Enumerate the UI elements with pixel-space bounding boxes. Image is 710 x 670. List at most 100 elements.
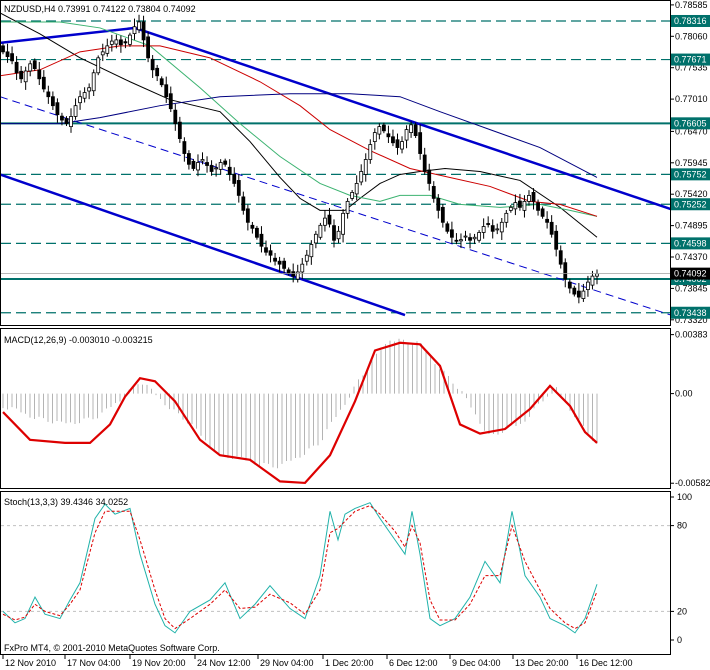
- candle: [187, 150, 191, 170]
- candle: [468, 233, 472, 249]
- candle: [554, 225, 559, 257]
- candle: [486, 216, 491, 228]
- candle: [391, 129, 395, 147]
- level-tag-label: 0.75752: [674, 169, 707, 179]
- candle-body: [427, 169, 432, 184]
- candle-body: [400, 141, 404, 150]
- level-tag-bg: [671, 168, 710, 181]
- candle: [481, 218, 486, 239]
- candle: [440, 204, 445, 228]
- candle-body: [440, 206, 445, 223]
- candle-body: [168, 93, 173, 110]
- candle-body: [518, 200, 522, 208]
- candle: [168, 86, 173, 113]
- candle: [427, 163, 432, 191]
- candle-body: [350, 192, 355, 199]
- candle: [28, 60, 33, 77]
- candle-body: [368, 144, 373, 160]
- candle-body: [64, 118, 69, 125]
- candle: [318, 222, 323, 240]
- candle: [549, 215, 554, 238]
- price-pane-frame[interactable]: [0, 0, 671, 326]
- level-tag-bg: [671, 53, 710, 66]
- candle: [277, 256, 282, 273]
- candle-body: [295, 271, 300, 280]
- candle-body: [277, 260, 282, 265]
- macd-tick-label: 0.00383: [675, 330, 708, 340]
- time-tick-label: 9 Dec 04:00: [452, 658, 501, 668]
- candle-body: [581, 290, 586, 299]
- stoch-pane-frame[interactable]: [0, 491, 671, 655]
- time-tick-label: 17 Nov 04:00: [67, 658, 121, 668]
- candle: [518, 193, 522, 211]
- candle-body: [150, 58, 155, 71]
- candle-body: [69, 116, 73, 128]
- candle: [32, 58, 37, 71]
- candle: [141, 15, 146, 48]
- candle: [508, 204, 513, 213]
- level-tag-label: 0.75252: [674, 199, 707, 209]
- candle: [223, 158, 228, 167]
- candle-body: [78, 96, 82, 104]
- candle: [445, 221, 450, 234]
- macd-tick-label: -0.00582: [675, 478, 710, 488]
- candle: [463, 230, 468, 241]
- candle: [527, 190, 531, 206]
- candle-body: [123, 41, 128, 44]
- candle: [282, 257, 287, 274]
- candle-body: [177, 121, 182, 139]
- candle: [572, 285, 577, 297]
- candle-body: [554, 230, 559, 250]
- candle: [19, 66, 24, 84]
- candle-body: [32, 60, 37, 69]
- level-price-tag: 0.76605: [671, 117, 710, 130]
- level-tag-bg: [671, 198, 710, 211]
- candle-body: [164, 84, 169, 98]
- candle: [78, 90, 82, 110]
- candle-body: [499, 221, 504, 233]
- candle: [227, 159, 232, 181]
- candle-body: [55, 102, 60, 116]
- candle-body: [536, 202, 540, 211]
- candle-body: [595, 273, 599, 277]
- candle-body: [87, 87, 92, 92]
- candle-body: [450, 229, 454, 238]
- moving-average-line: [1, 93, 598, 178]
- candle: [46, 85, 51, 104]
- level-price-tag: 0.78316: [671, 14, 710, 27]
- candle-body: [82, 92, 87, 99]
- candle-body: [531, 192, 536, 202]
- current-price-tag-bg: [671, 267, 710, 280]
- candle: [454, 233, 459, 245]
- candle: [236, 174, 241, 203]
- candle-body: [409, 124, 413, 133]
- candle-body: [200, 159, 205, 162]
- channel-line: [1, 173, 406, 317]
- candle: [209, 160, 214, 176]
- candle-body: [182, 141, 187, 154]
- candle: [173, 103, 178, 131]
- candle: [576, 282, 581, 304]
- channel-line: [1, 96, 670, 316]
- candle: [499, 218, 504, 241]
- candle: [91, 69, 96, 96]
- candle: [327, 207, 332, 228]
- candle-body: [527, 195, 531, 202]
- level-tag-bg: [671, 306, 710, 319]
- candle: [413, 122, 418, 138]
- time-tick-label: 19 Nov 20:00: [132, 658, 186, 668]
- level-price-tag: 0.73438: [671, 306, 710, 319]
- candle: [300, 257, 305, 280]
- candle: [55, 98, 60, 123]
- candle-body: [336, 230, 341, 240]
- candle: [114, 34, 119, 49]
- candle-body: [445, 223, 450, 232]
- candle: [536, 199, 540, 216]
- candle-body: [214, 167, 219, 170]
- time-tick-label: 6 Dec 12:00: [389, 658, 438, 668]
- candle: [250, 221, 255, 234]
- candle-body: [118, 39, 123, 46]
- candle: [372, 128, 377, 150]
- candle: [409, 121, 413, 138]
